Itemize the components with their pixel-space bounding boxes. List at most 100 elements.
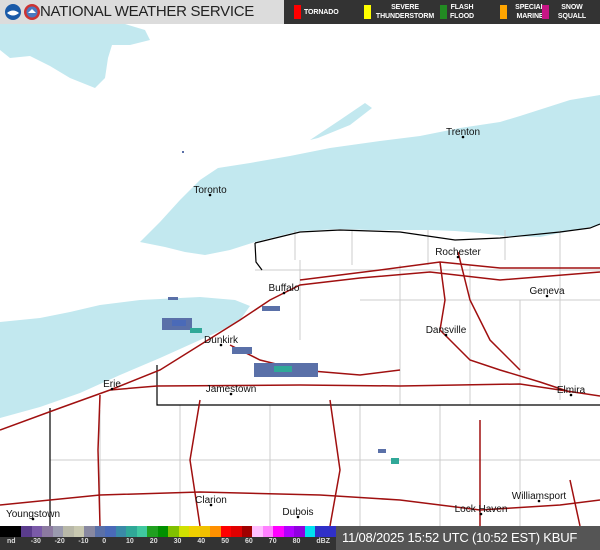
warning-swatch	[542, 5, 549, 19]
state-lines	[49, 223, 600, 526]
city-label: Dunkirk	[204, 335, 239, 346]
scale-swatch	[273, 526, 284, 537]
city-dot	[456, 255, 460, 259]
timestamp: 11/08/2025 15:52 UTC (10:52 EST)	[342, 530, 540, 545]
scale-swatch	[0, 526, 11, 537]
scale-swatch	[283, 526, 294, 537]
legend-tick: 50	[221, 538, 229, 545]
legend-tick: 60	[245, 538, 253, 545]
city-dot	[31, 517, 35, 521]
reflectivity-legend: nd -30 -20 -10 0 10 20 30 40 50 60 70 80 dBZ	[0, 526, 336, 550]
scale-swatch	[94, 526, 105, 537]
city-label: Rochester	[435, 247, 481, 258]
scale-swatch	[252, 526, 263, 537]
city-label: Dubois	[282, 507, 313, 518]
city-label: Erie	[103, 379, 121, 390]
water-bodies	[0, 24, 600, 418]
noaa-nws-logo-icon	[5, 4, 40, 20]
city-labels: Trenton Toronto Rochester Buffalo Geneva Dans…	[6, 127, 586, 521]
legend-tick: 80	[292, 538, 301, 545]
scale-swatch	[199, 526, 210, 537]
highways	[0, 251, 600, 526]
warning-label: FLASH FLOOD	[450, 4, 474, 20]
warning-swatch	[440, 5, 447, 19]
legend-tick: dBZ	[316, 538, 330, 545]
scale-swatch	[241, 526, 252, 537]
city-label: Jamestown	[206, 384, 257, 395]
scale-swatch	[220, 526, 231, 537]
scale-swatch	[189, 526, 200, 537]
scale-swatch	[84, 526, 95, 537]
city-dot	[296, 515, 300, 519]
city-dot	[569, 393, 573, 397]
city-dot	[219, 343, 223, 347]
city-label: Elmira	[557, 385, 586, 396]
radar-station: KBUF	[543, 530, 578, 545]
city-dot	[110, 387, 114, 391]
city-label: Clarion	[195, 495, 227, 506]
scale-swatch	[52, 526, 63, 537]
city-label: Youngstown	[6, 509, 60, 520]
scale-swatch	[115, 526, 126, 537]
legend-tick: 40	[197, 538, 206, 545]
legend-tick: -10	[78, 538, 89, 545]
warning-legend: TORNADO SEVERE THUNDERSTORM FLASH FLOOD SPE…	[284, 0, 600, 24]
scale-swatch	[315, 526, 326, 537]
city-label: Trenton	[446, 127, 480, 138]
georgian-bay	[0, 24, 150, 88]
scale-swatch	[178, 526, 189, 537]
scale-swatch	[31, 526, 42, 537]
page-title: NATIONAL WEATHER SERVICE	[40, 3, 254, 20]
lake-ontario	[140, 95, 600, 255]
scale-swatch	[157, 526, 168, 537]
scale-swatch	[136, 526, 147, 537]
scale-swatch	[231, 526, 242, 537]
city-label: Dansville	[426, 325, 467, 336]
scale-swatch	[147, 526, 158, 537]
scale-swatch	[294, 526, 305, 537]
city-dot	[479, 512, 483, 516]
scale-swatch	[42, 526, 53, 537]
scale-swatch	[105, 526, 116, 537]
warning-swatch	[364, 5, 371, 19]
county-lines	[50, 230, 600, 526]
warning-swatch	[500, 5, 507, 19]
legend-tick: 10	[126, 538, 134, 545]
city-label: Toronto	[193, 185, 227, 196]
warning-label: SPECIAL MARINE	[515, 4, 545, 20]
city-dot	[209, 503, 213, 507]
warning-label: TORNADO	[304, 8, 339, 16]
scale-swatch	[126, 526, 137, 537]
city-dot	[229, 392, 233, 396]
scale-swatch	[168, 526, 179, 537]
legend-tick: 0	[102, 538, 107, 545]
lake-erie	[0, 297, 250, 418]
city-dot	[282, 291, 286, 295]
scale-swatch	[63, 526, 74, 537]
city-dot	[545, 294, 549, 298]
scale-swatch	[262, 526, 273, 537]
legend-tick: 30	[173, 538, 182, 545]
scale-swatch	[21, 526, 32, 537]
warning-label: SEVERE THUNDERSTORM	[375, 4, 435, 20]
city-dot	[537, 499, 541, 503]
legend-tick: -30	[30, 538, 41, 545]
status-bar: 11/08/2025 15:52 UTC (10:52 EST) KBUF	[336, 526, 600, 550]
scale-swatch	[73, 526, 84, 537]
legend-tick: nd	[7, 538, 16, 545]
scale-swatch	[10, 526, 21, 537]
city-dot	[208, 193, 212, 197]
legend-tick: -20	[54, 538, 65, 545]
header: NATIONAL WEATHER SERVICE TORNADO SEVERE T…	[0, 0, 600, 24]
city-label: Lock Haven	[455, 504, 508, 515]
scale-swatch	[304, 526, 315, 537]
city-label: Geneva	[529, 286, 564, 297]
city-label: Buffalo	[269, 283, 300, 294]
radar-map[interactable]: Trenton Toronto Rochester Buffalo Geneva Dans…	[0, 24, 600, 526]
city-dot	[461, 135, 465, 139]
reflectivity-color-scale	[0, 526, 336, 537]
radar-returns	[162, 151, 399, 464]
scale-swatch	[210, 526, 221, 537]
scale-swatch	[325, 526, 336, 537]
legend-tick: 70	[268, 538, 277, 545]
